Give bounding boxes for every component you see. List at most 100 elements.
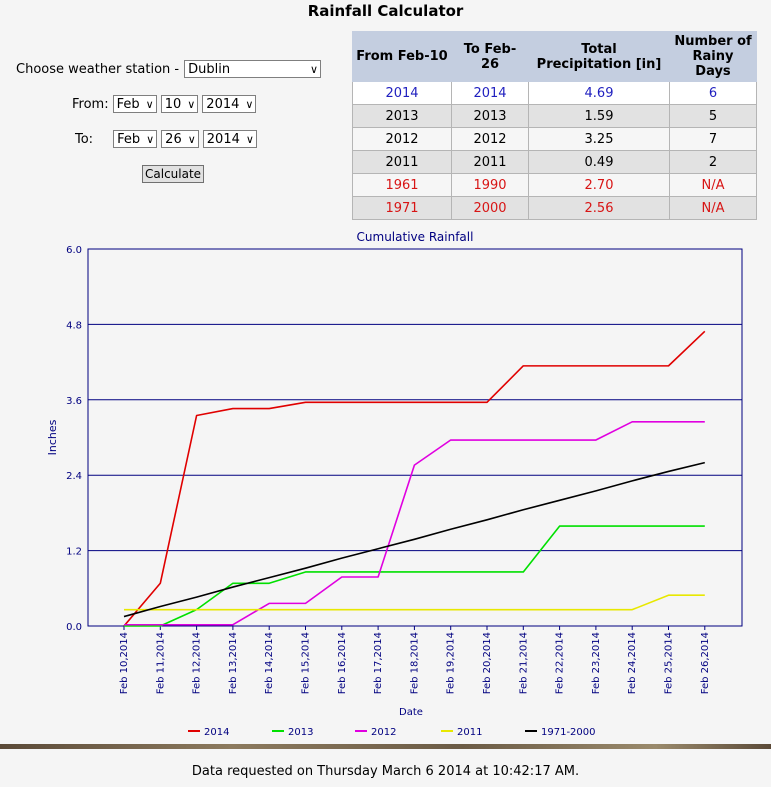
to-month-select[interactable]: Feb ∨ bbox=[113, 130, 158, 148]
y-tick-label: 1.2 bbox=[66, 547, 82, 558]
series-line-2014 bbox=[123, 330, 706, 627]
legend-entry: 2013 bbox=[288, 727, 313, 738]
x-tick-label: Feb 22,2014 bbox=[555, 632, 566, 694]
to-day-select[interactable]: 26 ∨ bbox=[161, 130, 199, 148]
x-tick-label: Feb 12,2014 bbox=[192, 632, 203, 694]
chevron-down-icon: ∨ bbox=[245, 132, 254, 146]
x-tick-label: Feb 21,2014 bbox=[518, 632, 529, 694]
table-cell: 2013 bbox=[352, 104, 452, 128]
table-cell: 2014 bbox=[451, 81, 529, 105]
results-header-row: From Feb-10 To Feb-26 Total Precipitatio… bbox=[352, 31, 757, 82]
from-month-value: Feb bbox=[116, 96, 140, 112]
results-table: From Feb-10 To Feb-26 Total Precipitatio… bbox=[352, 31, 757, 220]
x-tick-label: Feb 15,2014 bbox=[301, 632, 312, 694]
table-cell: 2011 bbox=[451, 150, 529, 174]
table-cell: 1961 bbox=[352, 173, 452, 197]
plot-area bbox=[87, 248, 743, 627]
table-cell: N/A bbox=[669, 196, 757, 220]
legend-entry: 2014 bbox=[204, 727, 229, 738]
x-tick-label: Feb 17,2014 bbox=[373, 632, 384, 694]
to-month-value: Feb bbox=[117, 131, 141, 147]
table-row: 2013 2013 1.59 5 bbox=[352, 104, 757, 128]
chart-title: Cumulative Rainfall bbox=[357, 230, 474, 244]
legend-entry: 1971-2000 bbox=[541, 727, 596, 738]
x-tick-label: Feb 24,2014 bbox=[627, 632, 638, 694]
col-header-to: To Feb-26 bbox=[451, 31, 529, 82]
y-tick-label: 3.6 bbox=[66, 396, 82, 407]
table-cell: 1971 bbox=[352, 196, 452, 220]
series-line-1971-2000 bbox=[123, 461, 705, 618]
from-label: From: bbox=[72, 96, 109, 112]
station-label: Choose weather station - bbox=[16, 61, 180, 77]
series-line-2011 bbox=[124, 594, 705, 611]
table-row: 2011 2011 0.49 2 bbox=[352, 150, 757, 174]
from-year-select[interactable]: 2014 ∨ bbox=[202, 95, 257, 113]
x-tick-label: Feb 20,2014 bbox=[482, 632, 493, 694]
chevron-down-icon: ∨ bbox=[145, 97, 154, 111]
table-cell: 6 bbox=[669, 81, 757, 105]
chevron-down-icon: ∨ bbox=[245, 97, 254, 111]
from-day-value: 10 bbox=[164, 96, 182, 112]
x-tick-label: Feb 18,2014 bbox=[409, 632, 420, 694]
from-year-value: 2014 bbox=[206, 96, 240, 112]
to-label: To: bbox=[75, 131, 94, 147]
series-line-2012 bbox=[124, 420, 705, 626]
table-cell: 4.69 bbox=[528, 81, 670, 105]
col-header-total: Total Precipitation [in] bbox=[528, 31, 670, 82]
table-row: 2012 2012 3.25 7 bbox=[352, 127, 757, 151]
table-cell: 2012 bbox=[352, 127, 452, 151]
table-cell: 3.25 bbox=[528, 127, 670, 151]
cumulative-rainfall-chart: Cumulative Rainfall 0.0 1.2 2.4 3.6 4.8 6.0 Feb… bbox=[46, 230, 743, 738]
from-row: From: Feb ∨ 10 ∨ 2014 ∨ bbox=[72, 95, 260, 113]
table-cell: 1.59 bbox=[528, 104, 670, 128]
legend-entry: 2012 bbox=[371, 727, 396, 738]
table-cell: 2.56 bbox=[528, 196, 670, 220]
x-tick-label: Feb 16,2014 bbox=[337, 632, 348, 694]
calculate-button[interactable]: Calculate bbox=[142, 165, 205, 183]
to-day-value: 26 bbox=[165, 131, 182, 147]
from-month-select[interactable]: Feb ∨ bbox=[112, 95, 157, 113]
page-title: Rainfall Calculator bbox=[307, 2, 464, 20]
to-year-select[interactable]: 2014 ∨ bbox=[202, 130, 257, 148]
station-select[interactable]: Dublin ∨ bbox=[184, 60, 322, 78]
table-cell: 7 bbox=[669, 127, 757, 151]
table-cell: 2011 bbox=[352, 150, 452, 174]
y-tick-label: 6.0 bbox=[66, 245, 82, 256]
table-cell: 5 bbox=[669, 104, 757, 128]
col-header-from: From Feb-10 bbox=[352, 31, 452, 82]
y-tick-label: 4.8 bbox=[66, 320, 82, 331]
chevron-down-icon: ∨ bbox=[310, 62, 319, 76]
table-cell: 2 bbox=[669, 150, 757, 174]
station-row: Choose weather station - Dublin ∨ bbox=[16, 60, 325, 78]
table-cell: 1990 bbox=[451, 173, 529, 197]
separator bbox=[0, 744, 771, 749]
table-cell: 2014 bbox=[352, 81, 452, 105]
table-cell: 0.49 bbox=[528, 150, 670, 174]
chevron-down-icon: ∨ bbox=[187, 97, 196, 111]
x-tick-label: Feb 25,2014 bbox=[664, 632, 675, 694]
x-tick-label: Feb 11,2014 bbox=[155, 632, 166, 694]
x-tick-label: Feb 13,2014 bbox=[228, 632, 239, 694]
table-cell: 2.70 bbox=[528, 173, 670, 197]
table-cell: 2012 bbox=[451, 127, 529, 151]
x-tick-label: Feb 10,2014 bbox=[119, 632, 130, 694]
y-tick-label: 2.4 bbox=[66, 471, 82, 482]
col-header-rainy-days: Number of Rainy Days bbox=[669, 31, 757, 82]
x-axis-label: Date bbox=[399, 707, 423, 718]
x-tick-label: Feb 23,2014 bbox=[591, 632, 602, 694]
chevron-down-icon: ∨ bbox=[187, 132, 196, 146]
from-day-select[interactable]: 10 ∨ bbox=[160, 95, 199, 113]
footer-timestamp: Data requested on Thursday March 6 2014 … bbox=[191, 764, 580, 779]
x-tick-label: Feb 19,2014 bbox=[446, 632, 457, 694]
to-year-value: 2014 bbox=[206, 131, 240, 147]
table-cell: N/A bbox=[669, 173, 757, 197]
table-row: 1971 2000 2.56 N/A bbox=[352, 196, 757, 220]
series-line-2013 bbox=[124, 525, 705, 627]
chevron-down-icon: ∨ bbox=[146, 132, 155, 146]
table-row: 1961 1990 2.70 N/A bbox=[352, 173, 757, 197]
legend-entry: 2011 bbox=[457, 727, 482, 738]
y-axis-label: Inches bbox=[46, 419, 59, 455]
to-row: To: Feb ∨ 26 ∨ 2014 ∨ bbox=[75, 130, 261, 148]
y-tick-label: 0.0 bbox=[66, 622, 82, 633]
station-value: Dublin bbox=[188, 61, 231, 77]
